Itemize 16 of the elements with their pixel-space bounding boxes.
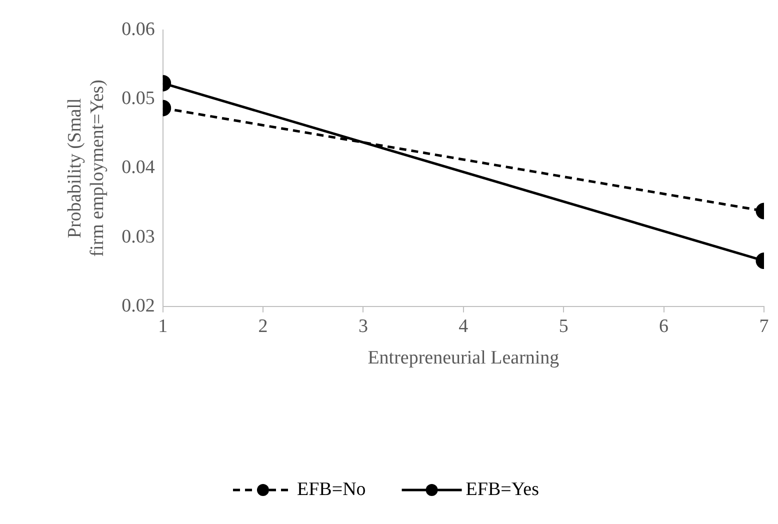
y-tick-label: 0.03 (122, 226, 155, 248)
x-tick-label: 1 (158, 316, 168, 337)
legend-label: EFB=Yes (466, 478, 540, 500)
legend-label: EFB=No (297, 478, 366, 500)
y-tick-label: 0.02 (122, 295, 155, 316)
y-axis-title: Probability (Small firm employment=Yes) (64, 80, 108, 257)
x-tick-label: 2 (258, 316, 268, 337)
x-axis-title: Entrepreneurial Learning (368, 348, 560, 369)
x-tick-label: 4 (458, 316, 469, 337)
x-tick-label: 6 (659, 316, 669, 337)
y-tick-label: 0.06 (122, 18, 155, 40)
x-tick-label: 7 (759, 316, 769, 337)
x-tick-label: 3 (358, 316, 368, 337)
x-tick-label: 5 (558, 316, 568, 337)
y-tick-label: 0.05 (122, 88, 155, 110)
y-tick-label: 0.04 (122, 157, 156, 178)
